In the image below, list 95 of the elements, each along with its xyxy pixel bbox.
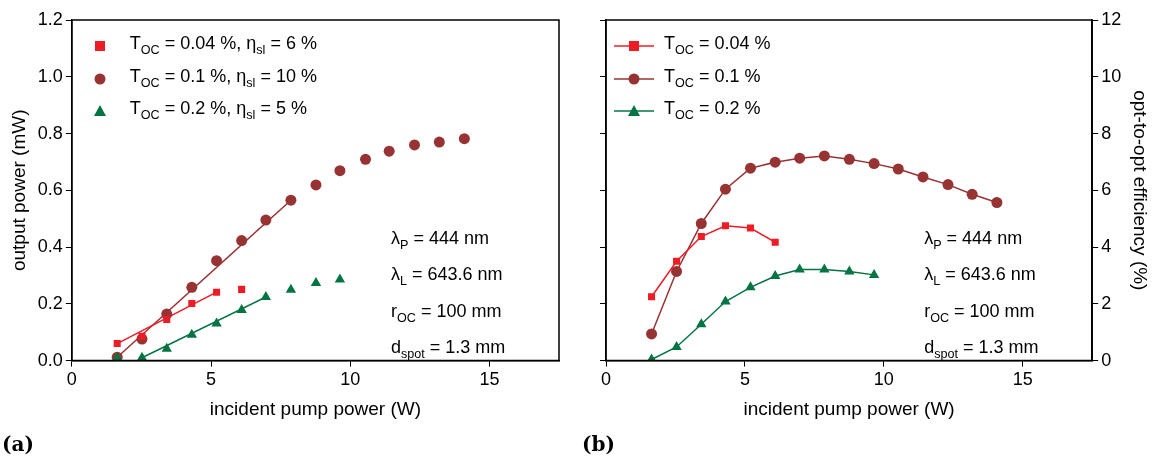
x-tick-label: 0: [600, 369, 612, 390]
x-tick-label: 5: [739, 369, 750, 390]
point: [211, 317, 222, 327]
y2-tick-label: 2: [1101, 292, 1112, 313]
point: [383, 145, 395, 157]
legend-label: T$_{OC}$ = 0.2 %, η$_{sl}$ = 5 %: [129, 97, 307, 124]
legend-label: T$_{OC}$ = 0.04 %: [664, 32, 771, 59]
x-tick-label: 15: [1012, 369, 1033, 390]
y-tick-label: 0.0: [37, 349, 63, 370]
y2-tick-label: 10: [1101, 65, 1122, 86]
y2-tick-label: 0: [1101, 349, 1112, 370]
point: [868, 268, 880, 278]
point: [238, 285, 246, 293]
point: [285, 194, 297, 206]
x-tick-label: 5: [206, 369, 217, 390]
point: [942, 179, 954, 191]
point: [310, 179, 322, 191]
legend-label: T$_{OC}$ = 0.1 %, η$_{sl}$ = 10 %: [129, 64, 317, 92]
annotation: d$_{spot}$ = 1.3 mm: [391, 336, 506, 363]
point: [236, 235, 248, 247]
annotation: r$_{OC}$ = 100 mm: [391, 299, 503, 327]
point: [236, 304, 247, 314]
y-tick-label: 1.0: [37, 65, 63, 86]
point: [458, 133, 470, 145]
point: [868, 158, 880, 170]
point: [720, 295, 731, 305]
point: [113, 340, 121, 348]
point: [409, 139, 421, 151]
point: [746, 224, 754, 232]
point: [648, 293, 656, 301]
point: [719, 183, 731, 195]
y2-axis-title: opt-to-opt efficiency (%): [1130, 90, 1152, 291]
point: [186, 328, 197, 338]
legend-label: T$_{OC}$ = 0.2 %: [664, 97, 761, 124]
point: [843, 153, 855, 165]
point: [695, 218, 707, 230]
point: [696, 318, 707, 328]
y-axis-title: output power (mW): [7, 109, 29, 272]
point: [285, 283, 297, 293]
annotation: r$_{OC}$ = 100 mm: [924, 299, 1036, 327]
point: [671, 340, 682, 350]
point: [769, 270, 781, 280]
point: [163, 315, 171, 323]
point: [161, 342, 172, 352]
point: [673, 257, 681, 265]
point: [771, 238, 779, 246]
y-tick-label: 0.6: [37, 179, 63, 200]
point: [966, 188, 978, 200]
point: [211, 255, 223, 267]
point: [697, 233, 705, 241]
point: [188, 300, 196, 308]
point: [892, 163, 904, 175]
y2-tick-label: 8: [1101, 122, 1112, 143]
point: [646, 328, 658, 340]
point: [721, 222, 729, 230]
point: [745, 281, 756, 291]
point: [744, 162, 756, 174]
annotation: λ$_{L}$ = 643.6 nm: [924, 263, 1037, 290]
x-axis-title: incident pump power (W): [209, 397, 422, 419]
point: [360, 153, 372, 165]
point: [769, 156, 781, 168]
point: [260, 214, 272, 226]
x-tick-label: 10: [340, 369, 361, 390]
x-tick-label: 10: [873, 369, 894, 390]
y-tick-label: 0.4: [37, 236, 63, 257]
legend-label: T$_{OC}$ = 0.1 %: [664, 64, 761, 92]
annotation: λ$_{P}$ = 444 nm: [924, 226, 1024, 254]
point: [433, 136, 445, 148]
y2-tick-label: 6: [1101, 179, 1112, 200]
x-tick-label: 15: [479, 369, 500, 390]
point: [186, 281, 198, 293]
point: [334, 165, 346, 177]
text: (a): [2, 432, 34, 456]
point: [818, 150, 830, 162]
annotation: λ$_{P}$ = 444 nm: [391, 226, 490, 254]
y2-tick-label: 4: [1101, 236, 1112, 257]
annotation: λ$_{L}$ = 643.6 nm: [391, 263, 504, 290]
x-tick-label: 0: [66, 369, 77, 390]
point: [917, 171, 929, 183]
legend-label: T$_{OC}$ = 0.04 %, η$_{sl}$ = 6 %: [129, 32, 317, 59]
point: [991, 197, 1003, 209]
point: [260, 291, 272, 301]
point: [334, 273, 346, 283]
y-tick-label: 1.2: [37, 8, 63, 29]
point: [138, 332, 146, 340]
x-axis-title: incident pump power (W): [743, 397, 955, 419]
y-tick-label: 0.2: [37, 292, 63, 313]
point: [671, 265, 683, 277]
annotation: d$_{spot}$ = 1.3 mm: [924, 336, 1039, 363]
text: (b): [582, 432, 615, 456]
point: [310, 277, 322, 287]
y-tick-label: 0.8: [37, 122, 63, 143]
y2-tick-label: 12: [1101, 8, 1122, 29]
point: [794, 152, 806, 164]
point: [213, 288, 221, 296]
